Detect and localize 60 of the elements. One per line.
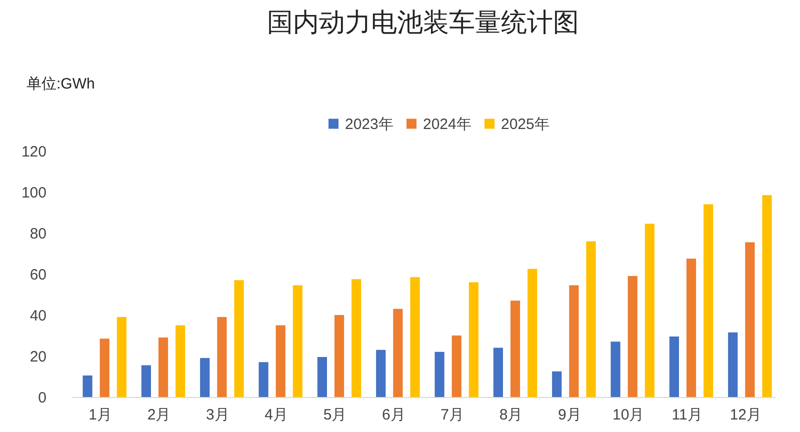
x-tick-label: 2月 bbox=[147, 406, 171, 424]
bar bbox=[745, 242, 755, 397]
bar bbox=[82, 375, 92, 397]
y-axis-title: 单位:GWh bbox=[26, 76, 95, 92]
x-tick-label: 3月 bbox=[206, 406, 230, 424]
y-tick-label: 100 bbox=[21, 184, 46, 202]
bar bbox=[100, 338, 110, 397]
x-tick-label: 6月 bbox=[382, 406, 406, 424]
bar bbox=[528, 268, 538, 397]
bar bbox=[452, 336, 462, 397]
bar bbox=[468, 282, 478, 397]
bar bbox=[728, 332, 738, 397]
y-tick-label: 60 bbox=[30, 266, 46, 284]
bar bbox=[552, 371, 562, 397]
bar bbox=[352, 279, 362, 397]
y-tick-label: 20 bbox=[30, 348, 46, 366]
legend-label: 2023年 bbox=[345, 116, 394, 133]
x-tick-label: 1月 bbox=[88, 406, 112, 424]
x-tick-label: 12月 bbox=[730, 406, 762, 424]
chart-title: 国内动力电池装车量统计图 bbox=[267, 8, 579, 38]
bar bbox=[669, 336, 679, 397]
bar bbox=[116, 317, 126, 397]
bar bbox=[628, 276, 638, 397]
bar bbox=[158, 338, 168, 397]
bar bbox=[704, 204, 714, 397]
bar bbox=[410, 277, 420, 397]
bar bbox=[510, 300, 520, 397]
bar bbox=[586, 241, 596, 397]
bar bbox=[176, 325, 186, 397]
x-tick-label: 9月 bbox=[558, 406, 582, 424]
bar bbox=[393, 308, 403, 397]
y-tick-label: 0 bbox=[38, 390, 46, 406]
bar bbox=[317, 357, 327, 397]
bar bbox=[376, 350, 386, 397]
x-tick-label: 4月 bbox=[264, 406, 288, 424]
bar bbox=[292, 285, 302, 397]
bar bbox=[276, 325, 286, 397]
bar bbox=[141, 365, 151, 397]
y-tick-label: 80 bbox=[30, 226, 46, 242]
y-tick-label: 120 bbox=[21, 144, 46, 160]
x-tick-label: 10月 bbox=[612, 406, 644, 424]
bar bbox=[434, 352, 444, 397]
x-tick-label: 5月 bbox=[323, 406, 347, 424]
bar bbox=[334, 315, 344, 397]
legend-label: 2024年 bbox=[423, 116, 472, 133]
bar bbox=[610, 342, 620, 397]
bar bbox=[217, 317, 227, 397]
x-tick-label: 7月 bbox=[440, 406, 464, 424]
bar bbox=[762, 195, 772, 397]
legend-label: 2025年 bbox=[501, 116, 550, 133]
x-tick-label: 8月 bbox=[499, 406, 523, 424]
bar bbox=[234, 280, 244, 397]
bar bbox=[569, 285, 579, 397]
bar bbox=[200, 358, 210, 397]
bar bbox=[644, 224, 654, 397]
bar bbox=[686, 258, 696, 397]
bar bbox=[258, 362, 268, 397]
y-tick-label: 40 bbox=[30, 308, 46, 324]
bar bbox=[493, 348, 503, 397]
x-tick-label: 11月 bbox=[672, 406, 702, 424]
